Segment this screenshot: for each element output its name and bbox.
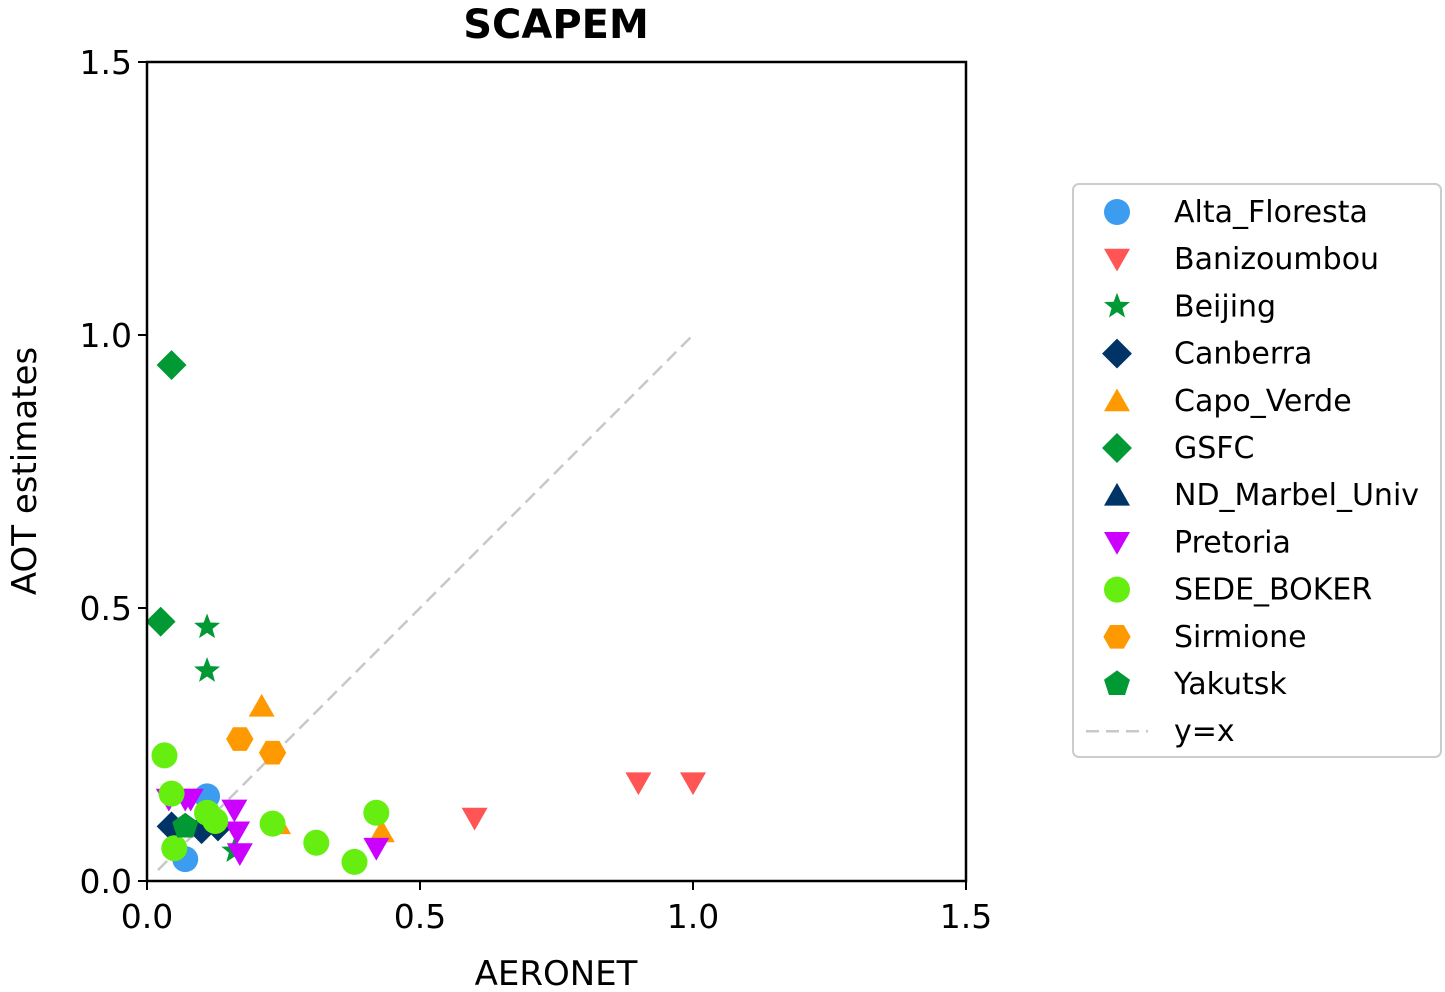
point-pretoria-6 <box>226 843 253 867</box>
point-banizoumbou-2 <box>680 772 706 796</box>
y-tick-label: 0.5 <box>80 589 132 628</box>
legend-swatch-alta-floresta <box>1104 199 1130 225</box>
point-sede-boker-3 <box>161 835 188 862</box>
point-sede-boker-2 <box>158 780 185 807</box>
y-axis-label: AOT estimates <box>5 347 45 595</box>
x-tick-label: 0.5 <box>394 897 446 936</box>
point-pretoria-5 <box>224 821 251 845</box>
legend-entry-gsfc: GSFC <box>1102 431 1255 466</box>
point-pretoria-4 <box>221 799 248 823</box>
point-sede-boker-6 <box>259 810 286 837</box>
legend-entry-yakutsk: Yakutsk <box>1104 667 1287 702</box>
legend-swatch-nd-marbel-univ <box>1104 482 1130 506</box>
y-tick-label: 0.0 <box>80 862 132 901</box>
x-axis-label: AERONET <box>475 954 638 992</box>
legend-entry-banizoumbou: Banizoumbou <box>1104 242 1379 277</box>
legend-entry-pretoria: Pretoria <box>1104 525 1291 560</box>
legend-entry-alta-floresta: Alta_Floresta <box>1104 195 1368 230</box>
y-tick-label: 1.5 <box>80 43 132 82</box>
chart-title: SCAPEM <box>463 2 649 48</box>
x-tick-label: 0.0 <box>121 897 173 936</box>
legend-label: Banizoumbou <box>1174 242 1379 277</box>
legend-label: ND_Marbel_Univ <box>1174 478 1419 513</box>
legend-entry-beijing: Beijing <box>1104 289 1276 324</box>
legend-label: SEDE_BOKER <box>1174 573 1372 608</box>
x-tick-label: 1.5 <box>940 897 992 936</box>
legend-entry-canberra: Canberra <box>1102 337 1312 372</box>
axis-ticks: 0.0 0.5 1.0 1.5 0.0 0.5 1.0 1.5 <box>80 43 993 936</box>
point-sirmione-1 <box>226 727 254 751</box>
legend-label: Sirmione <box>1174 620 1307 655</box>
legend-swatch-sirmione <box>1103 624 1131 649</box>
legend-swatch-gsfc <box>1102 433 1132 463</box>
plot-area <box>145 334 706 875</box>
legend-label: Pretoria <box>1174 525 1291 560</box>
point-sirmione-2 <box>258 740 287 765</box>
point-banizoumbou-3 <box>461 807 488 831</box>
point-sede-boker-8 <box>341 848 368 875</box>
legend-swatch-canberra <box>1102 338 1132 369</box>
point-capo-verde-1 <box>248 693 275 717</box>
point-pretoria-7 <box>363 837 390 861</box>
point-beijing-2 <box>194 657 221 682</box>
point-banizoumbou-1 <box>625 772 652 796</box>
legend-frame <box>1072 183 1442 758</box>
legend-swatch-sede-boker <box>1104 576 1130 603</box>
point-sede-boker-7 <box>303 829 330 856</box>
legend-entry-sirmione: Sirmione <box>1103 620 1307 655</box>
legend-label: y=x <box>1174 714 1235 749</box>
legend-swatch-beijing <box>1104 292 1130 318</box>
legend-swatch-yakutsk <box>1104 670 1130 696</box>
legend-entry-y-x: y=x <box>1086 714 1235 749</box>
point-sede-boker-9 <box>363 799 390 826</box>
point-capo-verde-3 <box>368 819 395 843</box>
legend-entry-sede-boker: SEDE_BOKER <box>1104 573 1372 608</box>
legend-swatch-capo-verde <box>1104 388 1130 412</box>
x-tick-label: 1.0 <box>667 897 719 936</box>
legend: Alta_Floresta Banizoumbou Beijing Canberra C… <box>1072 183 1442 758</box>
legend-label: GSFC <box>1174 431 1255 466</box>
legend-swatch-pretoria <box>1104 532 1130 555</box>
point-yakutsk-1 <box>172 812 199 838</box>
legend-label: Yakutsk <box>1173 667 1287 702</box>
point-sede-boker-5 <box>202 807 229 834</box>
legend-label: Capo_Verde <box>1174 384 1352 419</box>
point-sede-boker-1 <box>151 742 178 769</box>
plot-frame <box>145 60 968 883</box>
point-beijing-1 <box>194 613 221 639</box>
legend-label: Alta_Floresta <box>1174 195 1368 230</box>
y-tick-label: 1.0 <box>80 316 132 355</box>
legend-label: Beijing <box>1174 289 1276 324</box>
legend-swatch-banizoumbou <box>1104 248 1130 272</box>
legend-label: Canberra <box>1174 337 1312 372</box>
reference-line-y-equals-x <box>157 334 694 871</box>
point-gsfc-1 <box>156 350 187 380</box>
legend-entry-capo-verde: Capo_Verde <box>1104 384 1352 419</box>
point-gsfc-2 <box>145 606 176 637</box>
legend-entry-nd-marbel-univ: ND_Marbel_Univ <box>1104 478 1419 513</box>
